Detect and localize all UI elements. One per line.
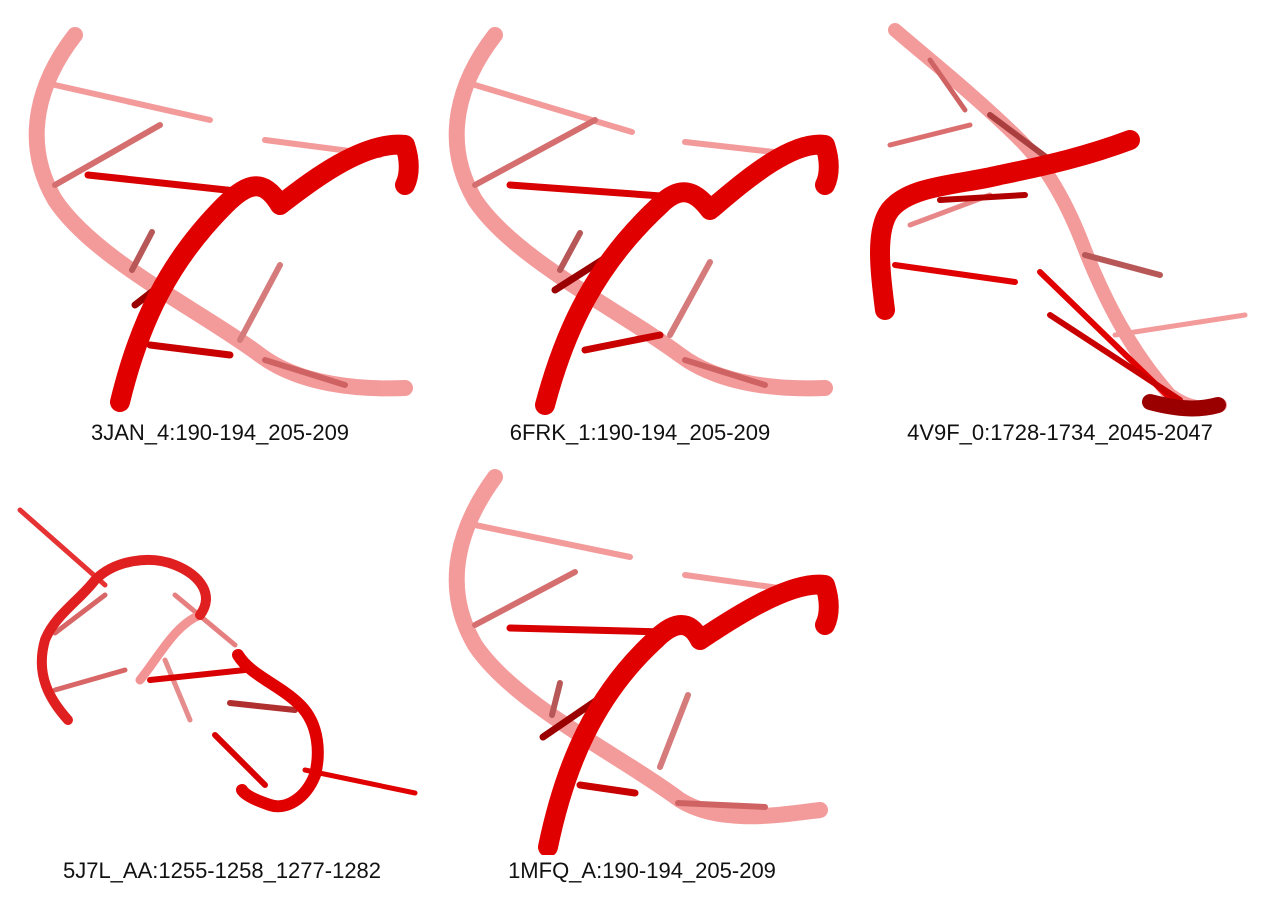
back-strand xyxy=(448,27,833,397)
panel-label: 6FRK_1:190-194_205-209 xyxy=(509,420,771,445)
rna-structure-image xyxy=(448,469,839,855)
panel-label: 5J7L_AA:1255-1258_1277-1282 xyxy=(62,858,382,883)
front-strand xyxy=(506,134,839,415)
structure-panel-5: 1MFQ_A:190-194_205-209 xyxy=(420,455,850,895)
structure-panel-4: 5J7L_AA:1255-1258_1277-1282 xyxy=(0,455,430,895)
panel-label: 3JAN_4:190-194_205-209 xyxy=(90,420,350,445)
back-strand xyxy=(17,507,238,723)
front-strand xyxy=(84,134,419,412)
front-strand xyxy=(36,555,418,813)
structure-panel-3: 4V9F_0:1728-1734_2045-2047 xyxy=(850,0,1280,455)
front-strand xyxy=(870,130,1226,417)
structure-panel-2: 6FRK_1:190-194_205-209 xyxy=(420,0,850,455)
panel-label: 4V9F_0:1728-1734_2045-2047 xyxy=(907,420,1213,445)
front-strand xyxy=(506,574,839,855)
panel-label: 1MFQ_A:190-194_205-209 xyxy=(508,858,776,883)
back-strand xyxy=(28,27,413,397)
structure-panel-1: 3JAN_4:190-194_205-209 xyxy=(0,0,430,455)
rna-structure-image xyxy=(870,23,1248,417)
rna-structure-image xyxy=(17,507,418,813)
rna-structure-image xyxy=(28,27,419,412)
back-strand xyxy=(887,23,1248,415)
rna-structure-image xyxy=(448,27,839,415)
